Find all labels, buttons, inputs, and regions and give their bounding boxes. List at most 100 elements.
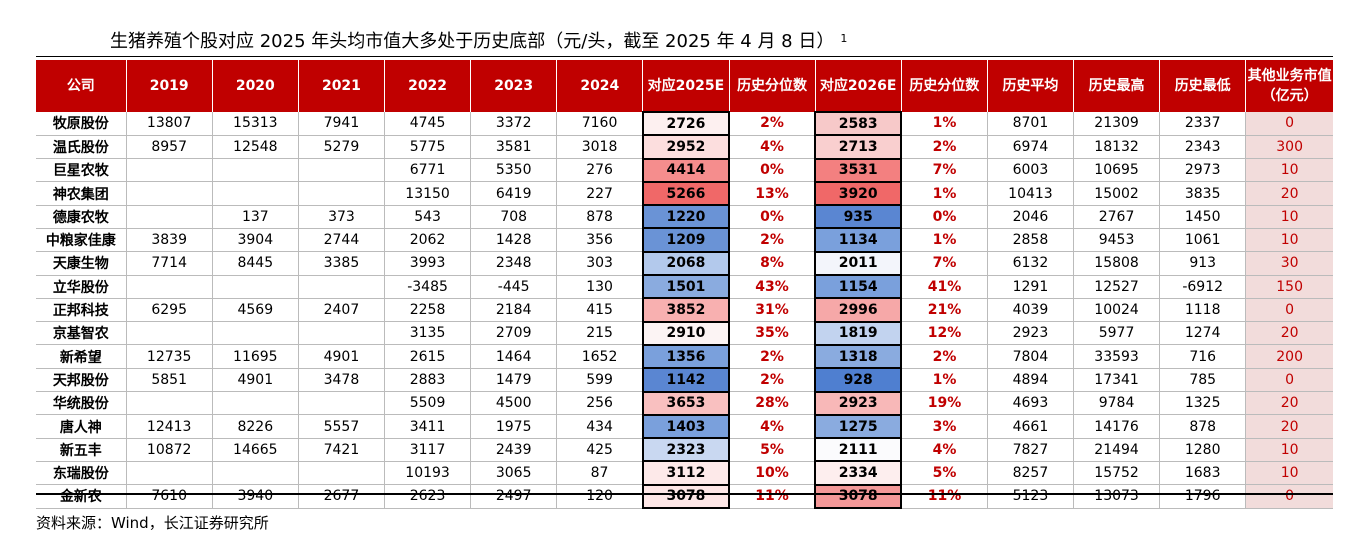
table-cell: 303 bbox=[556, 251, 643, 276]
table-cell: 1118 bbox=[1159, 298, 1246, 323]
table-cell bbox=[211, 275, 299, 299]
table-cell: 31% bbox=[728, 298, 816, 323]
table-cell bbox=[297, 461, 385, 486]
table-cell: 12527 bbox=[1072, 275, 1160, 299]
table-row: 新希望 12735 11695 4901 2615 1464 1652 1356 2% 1318 2… bbox=[36, 343, 1333, 370]
table-cell: 3117 bbox=[383, 438, 471, 462]
table-cell: 3653 bbox=[641, 390, 731, 416]
table-cell: 434 bbox=[556, 414, 643, 439]
table-cell: 3531 bbox=[814, 157, 903, 183]
table-cell: 3581 bbox=[470, 135, 557, 160]
table-cell: 5% bbox=[728, 438, 816, 462]
table-cell: 6419 bbox=[470, 181, 557, 206]
table-cell: 1479 bbox=[470, 368, 557, 393]
table-cell: 3411 bbox=[383, 414, 471, 439]
company-name-cell: 立华股份 bbox=[36, 275, 127, 299]
table-cell: 2046 bbox=[986, 205, 1074, 229]
table-cell: 2910 bbox=[641, 320, 731, 346]
table-cell: 7714 bbox=[125, 251, 213, 276]
table-cell: 20 bbox=[1245, 181, 1333, 206]
table-cell: 150 bbox=[1245, 275, 1333, 299]
table-cell: 2439 bbox=[470, 438, 557, 462]
table-cell: 14665 bbox=[211, 438, 299, 462]
table-row: 华统股份 5509 4500 256 3653 28% 2923 19% 4693 9784 132… bbox=[36, 390, 1333, 416]
title-footnote: 1 bbox=[840, 32, 848, 45]
table-cell: 9453 bbox=[1072, 228, 1160, 253]
table-cell: 1280 bbox=[1159, 438, 1246, 462]
table-cell: 300 bbox=[1245, 135, 1333, 160]
table-cell: 13807 bbox=[125, 112, 213, 136]
table-cell: 9784 bbox=[1072, 391, 1160, 416]
table-cell: 4901 bbox=[211, 368, 299, 393]
table-cell: 8445 bbox=[211, 251, 299, 276]
table-cell: 276 bbox=[556, 158, 643, 183]
table-cell: 1683 bbox=[1159, 461, 1246, 486]
table-cell: 2713 bbox=[814, 134, 903, 160]
table-cell: 12735 bbox=[125, 344, 213, 369]
table-cell: 5279 bbox=[297, 135, 385, 160]
table-cell: 2258 bbox=[383, 298, 471, 323]
table-cell: 3904 bbox=[211, 228, 299, 253]
table-cell: 12% bbox=[900, 321, 988, 346]
table-cell: 4901 bbox=[297, 344, 385, 369]
table-cell: 1325 bbox=[1159, 391, 1246, 416]
table-cell: 1819 bbox=[814, 320, 903, 346]
table-cell: -445 bbox=[470, 275, 557, 299]
table-cell: 1% bbox=[900, 368, 988, 393]
table-cell: 30 bbox=[1245, 251, 1333, 276]
table-cell: 11% bbox=[728, 484, 816, 509]
company-name-cell: 天康生物 bbox=[36, 251, 127, 276]
table-cell: 4745 bbox=[383, 112, 471, 136]
table-cell: 7% bbox=[900, 251, 988, 276]
table-cell bbox=[125, 181, 213, 206]
table-cell: 35% bbox=[728, 321, 816, 346]
table-row: 正邦科技 6295 4569 2407 2258 2184 415 3852 31% 2996 21… bbox=[36, 297, 1333, 323]
table-cell: 1061 bbox=[1159, 228, 1246, 253]
table-cell: 15313 bbox=[211, 112, 299, 136]
table-cell: 2% bbox=[728, 112, 816, 136]
table-cell: 5775 bbox=[383, 135, 471, 160]
table-row: 温氏股份 8957 12548 5279 5775 3581 3018 2952 4% 2713 2… bbox=[36, 134, 1333, 160]
table-cell: 4414 bbox=[641, 157, 731, 183]
valuation-table: 公司 2019 2020 2021 2022 2023 2024 对应2025E 历史分位数 对应… bbox=[36, 60, 1333, 510]
table-cell: 1450 bbox=[1159, 205, 1246, 229]
table-cell: 425 bbox=[556, 438, 643, 462]
table-cell: 6771 bbox=[383, 158, 471, 183]
table-cell: 5350 bbox=[470, 158, 557, 183]
table-cell: 0 bbox=[1245, 112, 1333, 136]
table-cell: 3372 bbox=[470, 112, 557, 136]
table-cell: 5% bbox=[900, 461, 988, 486]
table-cell: 3112 bbox=[641, 460, 731, 486]
table-cell: 5557 bbox=[297, 414, 385, 439]
table-cell: 7% bbox=[900, 158, 988, 183]
table-row: 唐人神 12413 8226 5557 3411 1975 434 1403 4% 1275 3% 4… bbox=[36, 413, 1333, 440]
table-cell: 0 bbox=[1245, 484, 1333, 509]
table-cell: 2996 bbox=[814, 297, 903, 323]
table-cell: 10872 bbox=[125, 438, 213, 462]
table-cell: 13073 bbox=[1072, 484, 1160, 509]
column-header: 历史分位数 bbox=[728, 60, 816, 112]
column-header: 对应2025E bbox=[642, 60, 729, 112]
table-cell: 10695 bbox=[1072, 158, 1160, 183]
table-cell: 3835 bbox=[1159, 181, 1246, 206]
table-cell: 3018 bbox=[556, 135, 643, 160]
table-cell: 2709 bbox=[470, 321, 557, 346]
table-cell: 1291 bbox=[986, 275, 1074, 299]
company-name-cell: 德康农牧 bbox=[36, 205, 127, 229]
table-cell: 21% bbox=[900, 298, 988, 323]
table-cell: 20 bbox=[1245, 391, 1333, 416]
table-cell: 1652 bbox=[556, 344, 643, 369]
table-cell: 2923 bbox=[986, 321, 1074, 346]
column-header: 2024 bbox=[556, 60, 643, 112]
table-cell: 2111 bbox=[814, 437, 903, 463]
table-cell bbox=[125, 461, 213, 486]
table-cell: 8957 bbox=[125, 135, 213, 160]
table-cell bbox=[125, 391, 213, 416]
table-cell: 10 bbox=[1245, 228, 1333, 253]
column-header: 2022 bbox=[383, 60, 471, 112]
table-cell: 4693 bbox=[986, 391, 1074, 416]
table-cell: 21494 bbox=[1072, 438, 1160, 462]
table-cell: 2726 bbox=[641, 110, 731, 137]
company-name-cell: 温氏股份 bbox=[36, 135, 127, 160]
table-cell: 10024 bbox=[1072, 298, 1160, 323]
